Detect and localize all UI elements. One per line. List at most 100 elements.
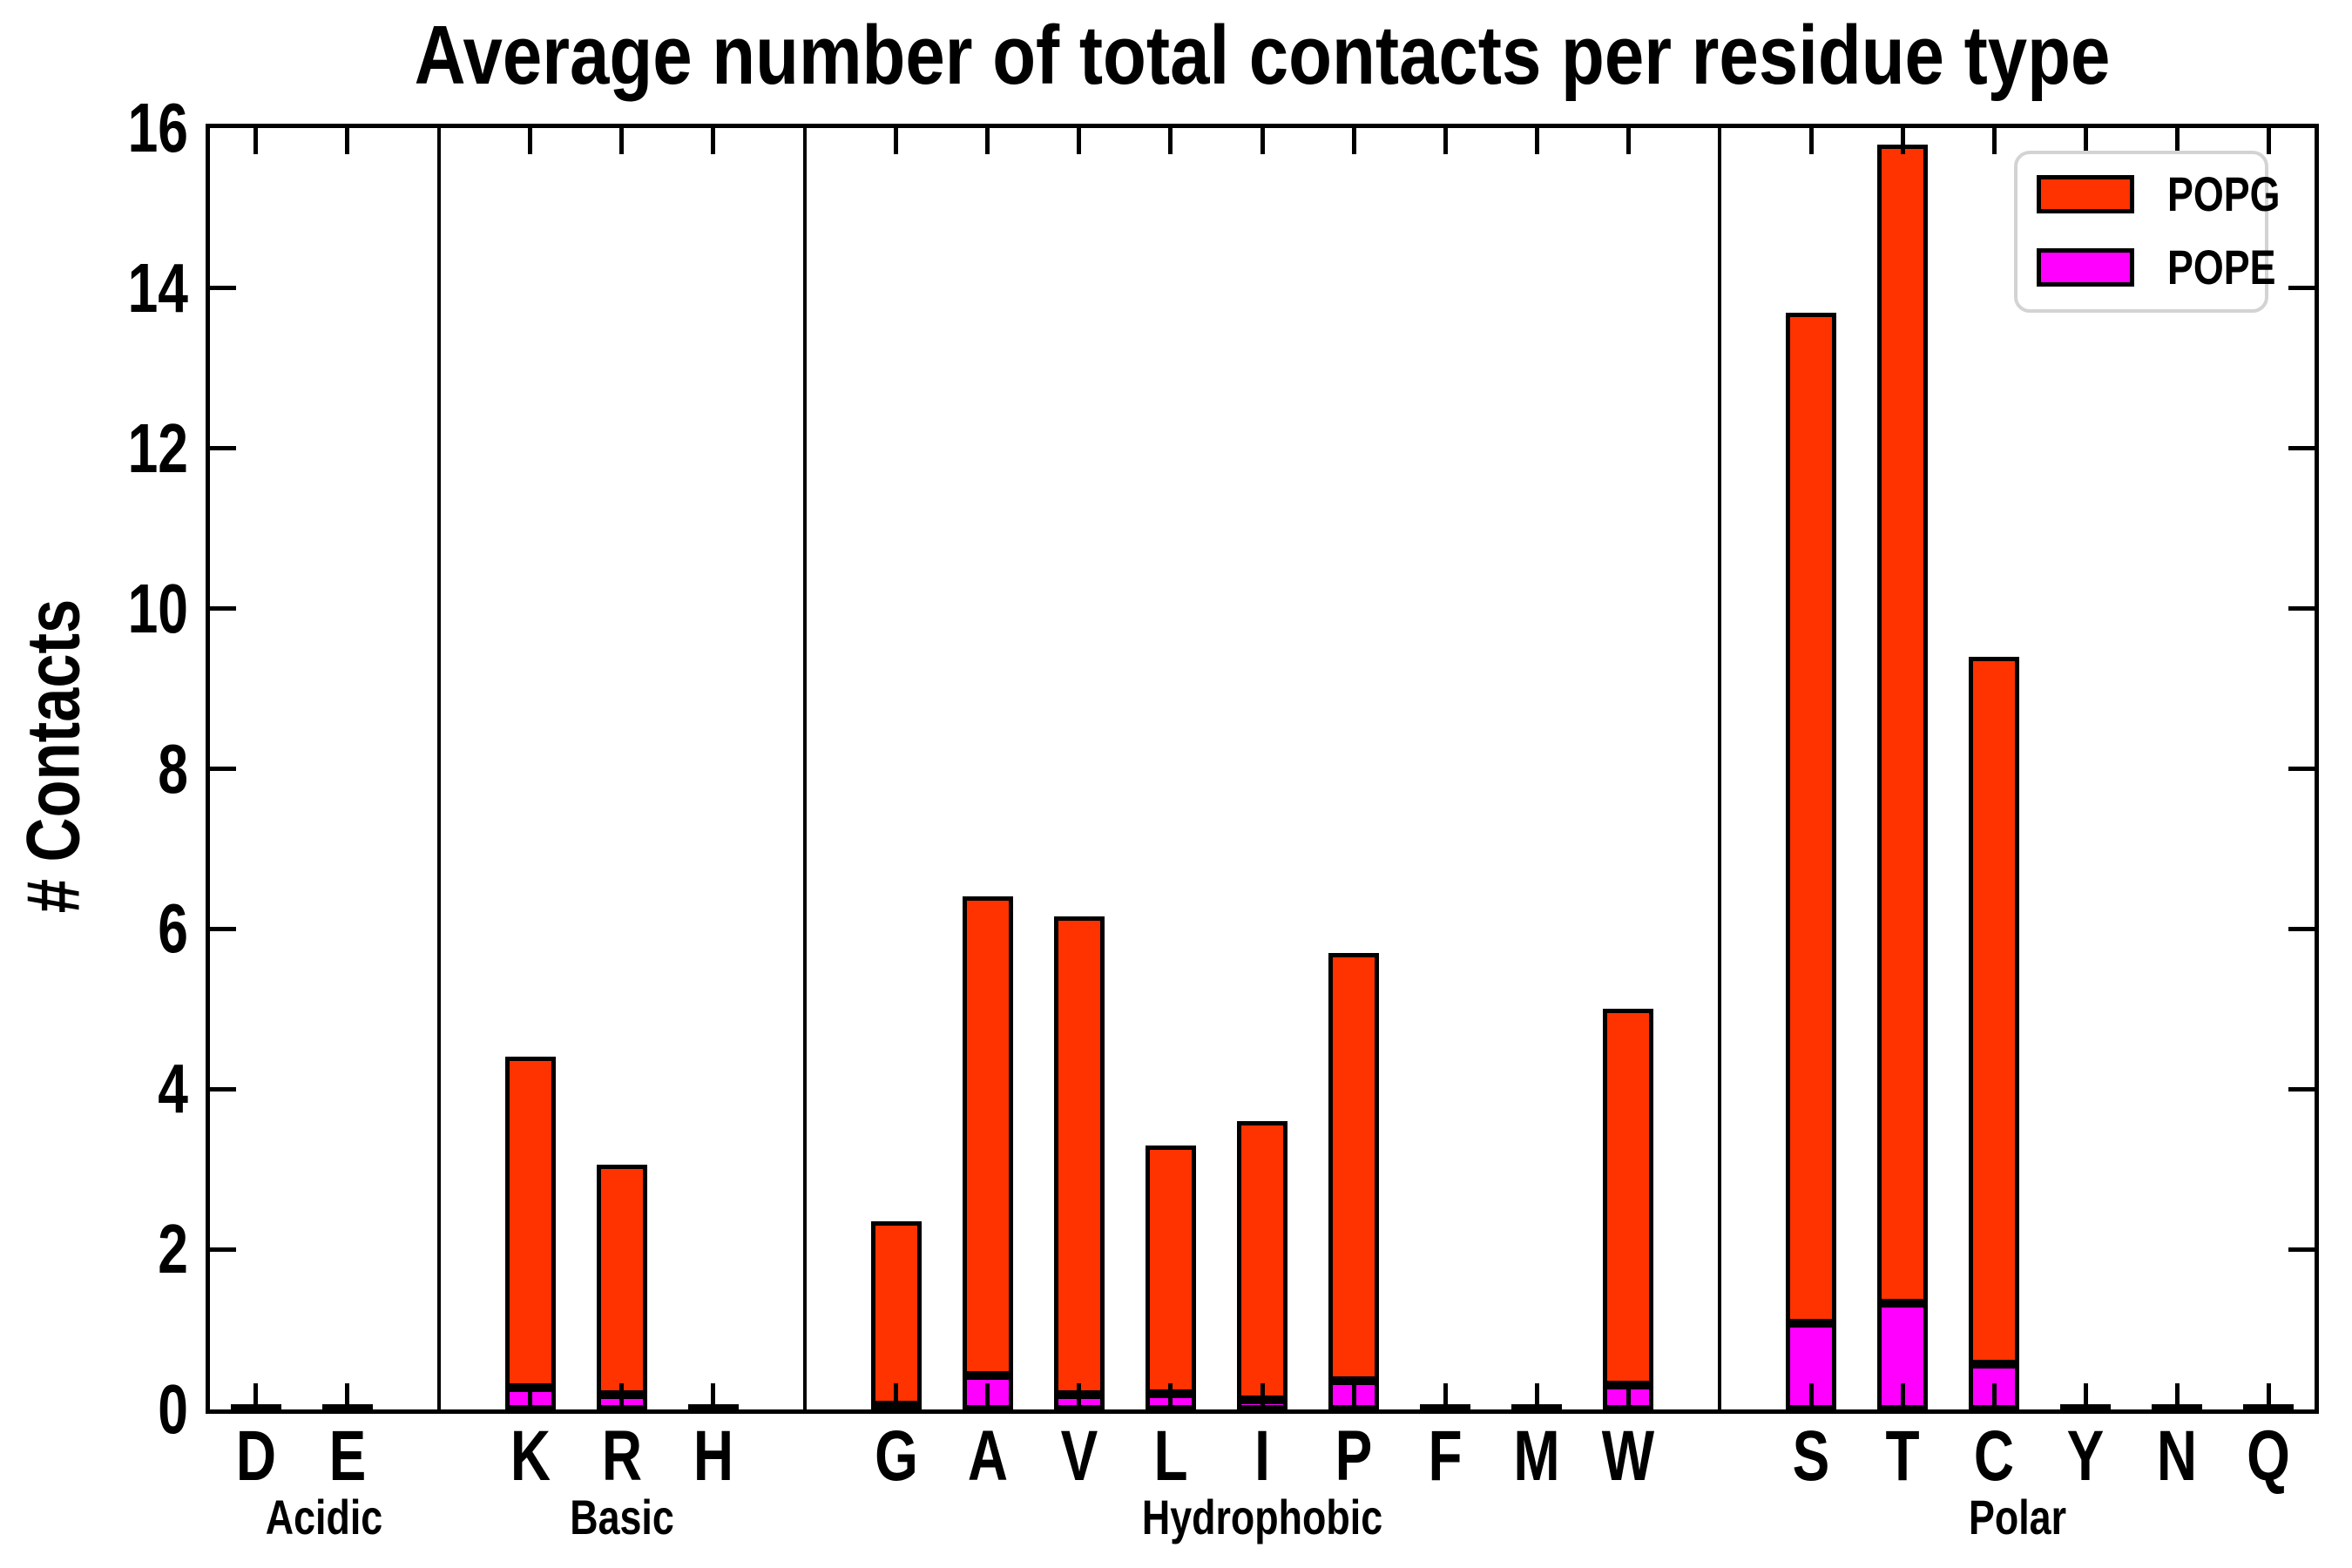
y-tick-label-0: 0: [158, 1370, 188, 1448]
x-tick-top-K: [528, 128, 533, 154]
x-tick-top-A: [985, 128, 990, 154]
y-tick-label-12: 12: [127, 409, 188, 487]
x-label-V: V: [1060, 1416, 1098, 1496]
x-tick-bottom-F: [1443, 1383, 1448, 1409]
x-tick-top-P: [1351, 128, 1356, 154]
y-tick-label-6: 6: [158, 889, 188, 968]
bar-L-popg-segment: [1145, 1146, 1196, 1394]
x-tick-top-G: [894, 128, 899, 154]
x-tick-top-F: [1443, 128, 1448, 154]
x-label-D: D: [235, 1416, 276, 1496]
x-tick-bottom-G: [894, 1383, 899, 1409]
x-label-Q: Q: [2247, 1416, 2291, 1496]
group-label-acidic: Acidic: [266, 1490, 383, 1544]
x-label-N: N: [2157, 1416, 2198, 1496]
x-label-W: W: [1601, 1416, 1655, 1496]
x-tick-bottom-Q: [2266, 1383, 2271, 1409]
legend-label-pope: POPE: [2167, 240, 2276, 294]
bar-W-popg-segment: [1603, 1009, 1654, 1385]
x-tick-bottom-N: [2174, 1383, 2180, 1409]
bar-I-popg-segment: [1237, 1121, 1288, 1400]
y-tick-left-10: [210, 606, 236, 612]
group-label-basic: Basic: [569, 1490, 674, 1544]
x-label-G: G: [874, 1416, 918, 1496]
x-tick-top-H: [711, 128, 716, 154]
x-tick-top-M: [1534, 128, 1539, 154]
bar-G-popg-segment: [870, 1221, 922, 1405]
y-tick-label-10: 10: [127, 569, 188, 647]
y-tick-right-6: [2288, 926, 2315, 931]
y-tick-label-16: 16: [127, 89, 188, 166]
x-tick-bottom-H: [711, 1383, 716, 1409]
x-tick-top-S: [1808, 128, 1814, 154]
y-tick-right-10: [2288, 606, 2315, 612]
bar-K-popg-segment: [504, 1057, 556, 1388]
bar-T-popg-segment: [1877, 145, 1929, 1303]
y-tick-label-14: 14: [127, 248, 188, 327]
x-label-T: T: [1885, 1416, 1920, 1496]
group-separator-2: [1718, 128, 1722, 1409]
y-tick-label-2: 2: [158, 1210, 188, 1288]
x-label-K: K: [510, 1416, 551, 1496]
legend-swatch-popg: [2037, 175, 2134, 213]
x-tick-top-L: [1168, 128, 1173, 154]
y-tick-right-14: [2288, 286, 2315, 291]
y-tick-left-4: [210, 1086, 236, 1092]
legend: POPG POPE: [2014, 151, 2280, 313]
chart-title: Average number of total contacts per res…: [414, 9, 2111, 102]
y-tick-right-12: [2288, 446, 2315, 451]
x-tick-top-W: [1625, 128, 1631, 154]
x-tick-bottom-V: [1077, 1383, 1082, 1409]
x-tick-top-E: [345, 128, 350, 154]
x-tick-bottom-S: [1808, 1383, 1814, 1409]
x-tick-bottom-W: [1625, 1383, 1631, 1409]
group-separator-1: [802, 128, 807, 1409]
group-separator-0: [436, 128, 441, 1409]
x-tick-top-C: [1991, 128, 1997, 154]
x-tick-top-N: [2174, 128, 2180, 154]
x-label-E: E: [328, 1416, 366, 1496]
y-tick-right-4: [2288, 1086, 2315, 1092]
x-tick-bottom-K: [528, 1383, 533, 1409]
x-tick-bottom-P: [1351, 1383, 1356, 1409]
y-tick-left-14: [210, 286, 236, 291]
legend-swatch-pope: [2037, 248, 2134, 287]
x-label-Y: Y: [2067, 1416, 2105, 1496]
y-tick-right-2: [2288, 1247, 2315, 1252]
bar-V-popg-segment: [1053, 916, 1105, 1395]
x-tick-top-I: [1260, 128, 1265, 154]
group-label-hydrophobic: Hydrophobic: [1141, 1490, 1383, 1544]
y-tick-left-6: [210, 926, 236, 931]
bar-S-popg-segment: [1786, 313, 1837, 1323]
x-label-A: A: [967, 1416, 1008, 1496]
x-tick-bottom-C: [1991, 1383, 1997, 1409]
x-tick-bottom-D: [253, 1383, 259, 1409]
x-tick-top-Q: [2266, 128, 2271, 154]
x-label-C: C: [1974, 1416, 2015, 1496]
group-label-polar: Polar: [1968, 1490, 2066, 1544]
x-tick-top-D: [253, 128, 259, 154]
y-tick-right-8: [2288, 767, 2315, 771]
x-tick-top-Y: [2083, 128, 2088, 154]
x-tick-bottom-L: [1168, 1383, 1173, 1409]
x-label-F: F: [1428, 1416, 1463, 1496]
plot-area: [206, 124, 2319, 1414]
y-tick-left-12: [210, 446, 236, 451]
x-label-M: M: [1513, 1416, 1560, 1496]
x-tick-bottom-A: [985, 1383, 990, 1409]
x-tick-bottom-T: [1900, 1383, 1905, 1409]
x-tick-top-V: [1077, 128, 1082, 154]
bar-R-popg-segment: [596, 1165, 647, 1395]
bar-C-popg-segment: [1969, 657, 2020, 1364]
x-label-H: H: [693, 1416, 733, 1496]
legend-label-popg: POPG: [2167, 166, 2281, 221]
x-tick-top-R: [619, 128, 625, 154]
x-tick-bottom-I: [1260, 1383, 1265, 1409]
bar-A-popg-segment: [962, 896, 1013, 1375]
x-label-S: S: [1792, 1416, 1830, 1496]
x-label-L: L: [1153, 1416, 1188, 1496]
x-tick-bottom-Y: [2083, 1383, 2088, 1409]
x-tick-bottom-E: [345, 1383, 350, 1409]
y-tick-left-2: [210, 1247, 236, 1252]
